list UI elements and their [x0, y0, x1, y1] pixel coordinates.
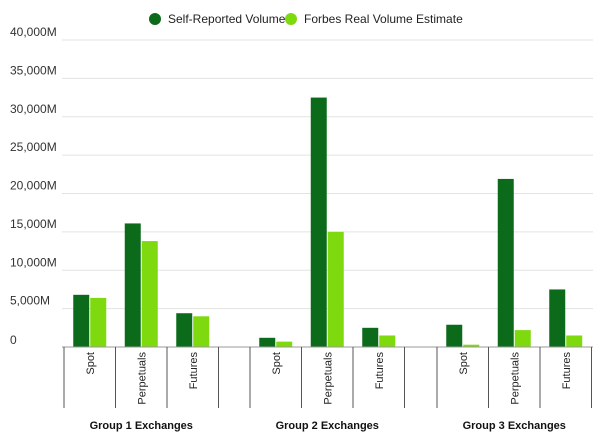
- group-label: Group 3 Exchanges: [463, 420, 566, 432]
- y-tick-label: 15,000M: [10, 217, 57, 231]
- y-axis-tick-labels: 0 5,000M 10,000M 15,000M 20,000M 25,000M 30,00…: [10, 25, 57, 347]
- category-label: Spot: [271, 352, 283, 375]
- bar-forbes-estimate: [463, 344, 480, 347]
- bar-forbes-estimate: [514, 330, 531, 347]
- category-label: Perpetuals: [322, 352, 334, 405]
- category-label: Futures: [188, 352, 200, 390]
- bar-self-reported: [259, 337, 276, 347]
- bar-forbes-estimate: [566, 335, 583, 347]
- category-label: Spot: [85, 352, 97, 375]
- bar-forbes-estimate: [141, 241, 158, 347]
- legend-swatch: [149, 13, 161, 25]
- bar-self-reported: [176, 313, 193, 347]
- bar-self-reported: [497, 178, 514, 347]
- bars: [73, 97, 583, 347]
- y-tick-label: 20,000M: [10, 179, 57, 193]
- y-tick-label: 40,000M: [10, 25, 57, 39]
- category-label: Perpetuals: [509, 352, 521, 405]
- category-label: Futures: [561, 352, 573, 390]
- legend-label: Self-Reported Volume: [168, 12, 286, 26]
- legend-swatch: [285, 13, 297, 25]
- category-label: Spot: [458, 352, 470, 375]
- y-tick-label: 0: [10, 333, 17, 347]
- bar-forbes-estimate: [276, 341, 293, 347]
- bar-self-reported: [446, 324, 463, 347]
- bar-self-reported: [362, 327, 379, 347]
- x-axis: Spot Perpetuals Futures Group 1 Exchanges Sp…: [62, 346, 593, 432]
- bar-self-reported: [73, 294, 90, 347]
- category-label: Perpetuals: [136, 352, 148, 405]
- bar-self-reported: [310, 97, 327, 347]
- y-tick-label: 30,000M: [10, 102, 57, 116]
- bar-self-reported: [124, 223, 141, 347]
- group-label: Group 2 Exchanges: [276, 420, 379, 432]
- bar-forbes-estimate: [90, 297, 107, 347]
- y-tick-label: 35,000M: [10, 63, 57, 77]
- bar-self-reported: [549, 289, 566, 347]
- y-tick-label: 5,000M: [10, 294, 50, 308]
- group-label: Group 1 Exchanges: [90, 420, 193, 432]
- bar-forbes-estimate: [327, 231, 344, 347]
- legend-label: Forbes Real Volume Estimate: [304, 12, 463, 26]
- category-label: Futures: [374, 352, 386, 390]
- y-tick-label: 10,000M: [10, 255, 57, 269]
- y-tick-label: 25,000M: [10, 140, 57, 154]
- bar-forbes-estimate: [193, 316, 210, 347]
- bar-forbes-estimate: [379, 335, 396, 347]
- legend: Self-Reported Volume Forbes Real Volume E…: [149, 12, 463, 26]
